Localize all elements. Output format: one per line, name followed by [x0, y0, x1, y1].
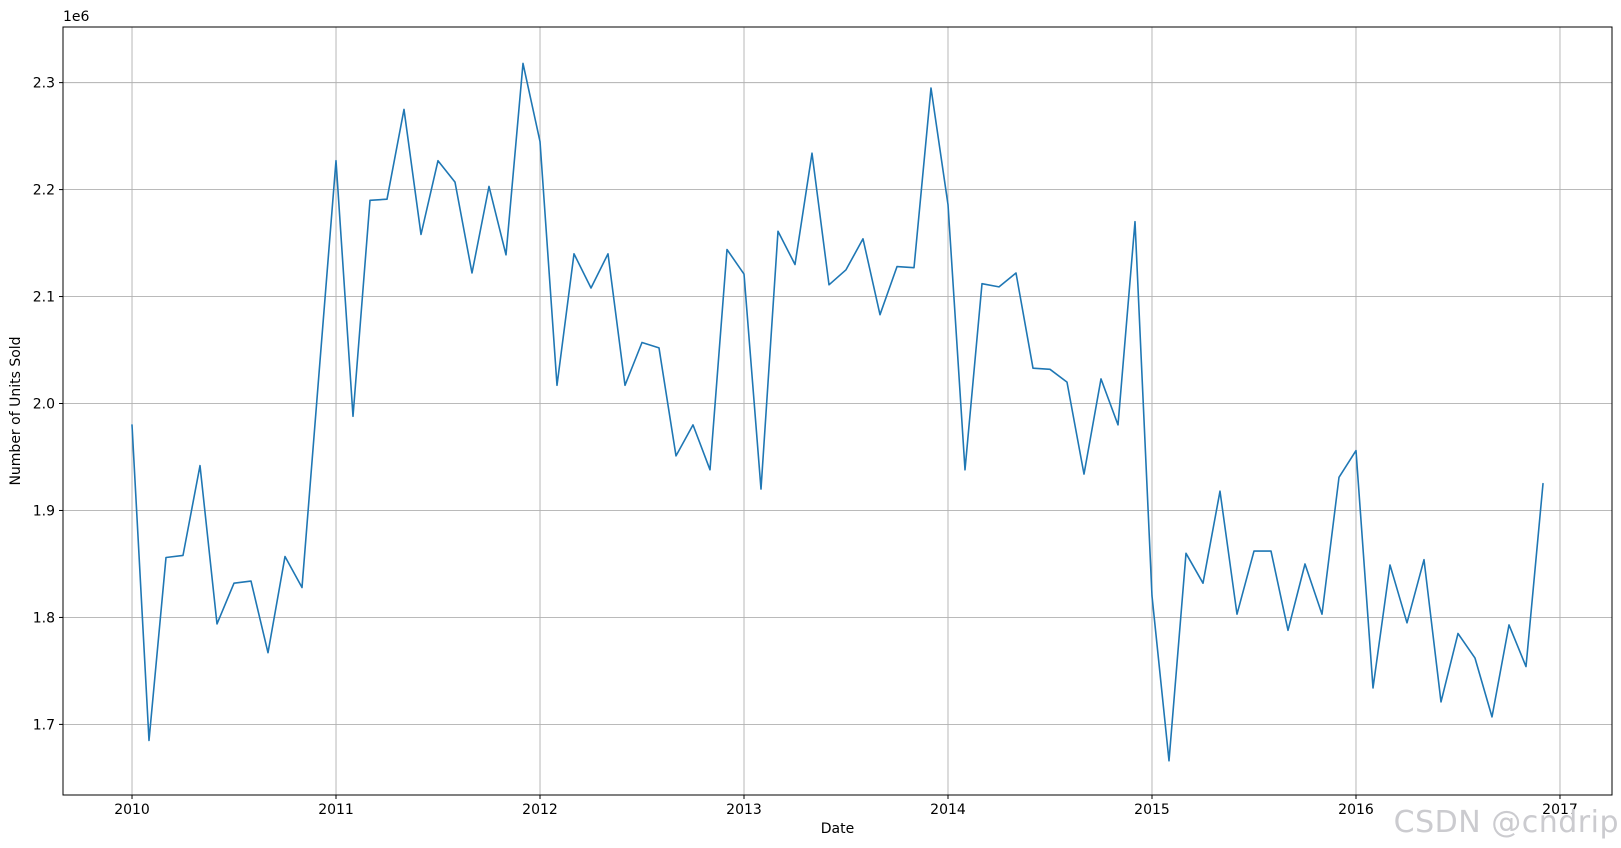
x-tick-label: 2011 — [318, 802, 354, 818]
x-tick-label: 2012 — [522, 802, 558, 818]
x-tick-label: 2010 — [114, 802, 150, 818]
csdn-watermark: CSDN @cndrip — [1393, 805, 1619, 840]
y-tick-label: 1.8 — [33, 610, 55, 626]
x-tick-label: 2016 — [1338, 802, 1374, 818]
y-tick-label: 2.3 — [33, 76, 55, 92]
y-tick-label: 2.2 — [33, 183, 55, 199]
x-tick-label: 2014 — [930, 802, 966, 818]
y-tick-label: 2.0 — [33, 397, 55, 413]
x-tick-label: 2013 — [726, 802, 762, 818]
y-tick-label: 2.1 — [33, 290, 55, 306]
x-axis-label: Date — [821, 821, 854, 837]
y-axis-label: Number of Units Sold — [8, 336, 24, 485]
y-tick-label: 1.9 — [33, 503, 55, 519]
x-tick-label: 2017 — [1542, 802, 1578, 818]
plot-border — [62, 26, 1613, 796]
y-tick-label: 1.7 — [33, 717, 55, 733]
units-sold-line-series — [131, 62, 1544, 762]
x-tick-label: 2015 — [1134, 802, 1170, 818]
y-axis-offset-label: 1e6 — [63, 9, 90, 25]
